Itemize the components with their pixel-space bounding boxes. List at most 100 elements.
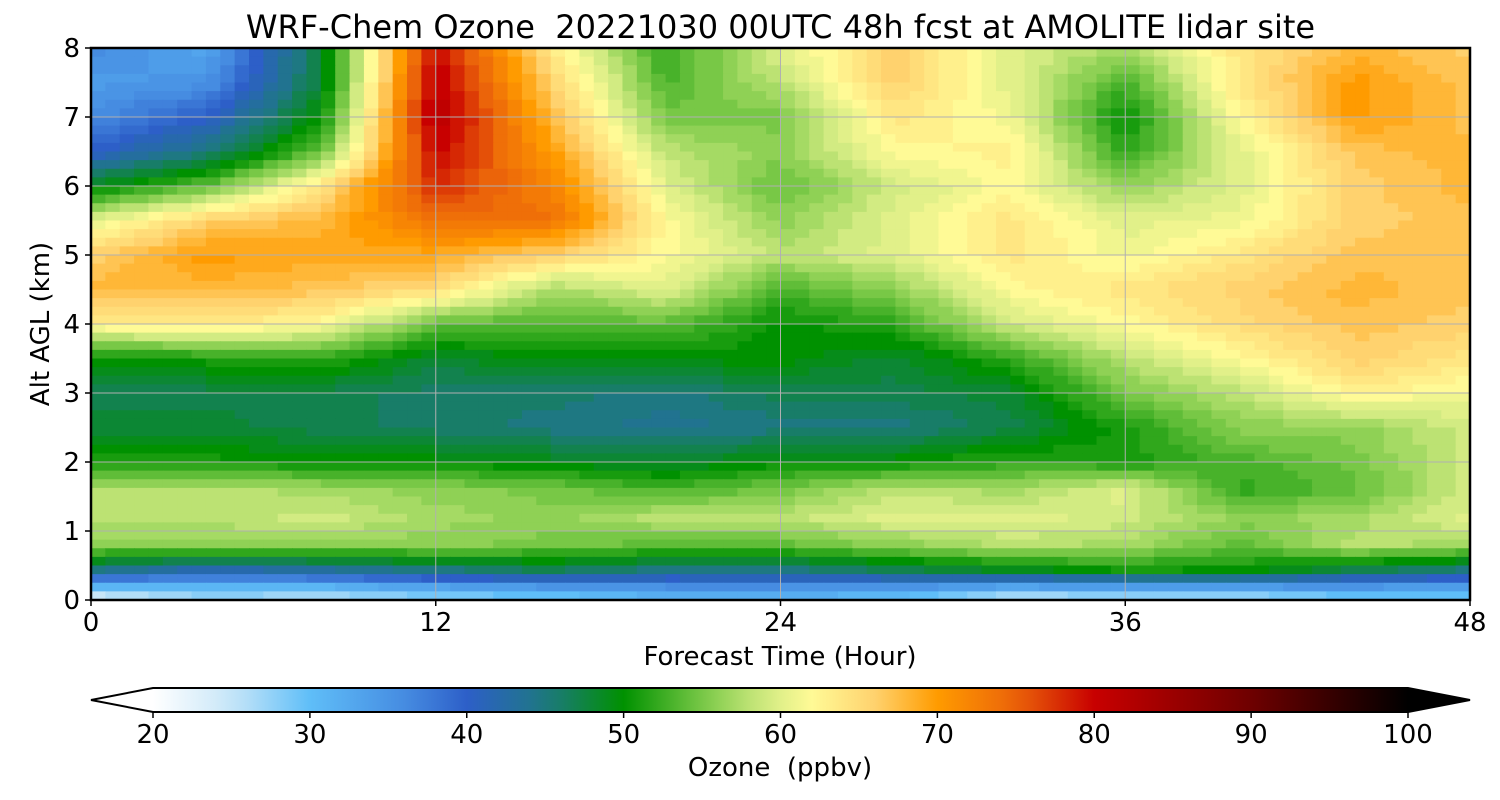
heatmap-cell — [780, 134, 796, 144]
heatmap-cell — [1240, 289, 1256, 299]
heatmap-cell — [794, 306, 810, 316]
heatmap-cell — [694, 349, 710, 360]
heatmap-cell — [1268, 91, 1284, 101]
heatmap-cell — [1125, 358, 1141, 368]
heatmap-cell — [593, 349, 609, 360]
heatmap-cell — [1197, 479, 1213, 489]
heatmap-cell — [1426, 108, 1442, 118]
heatmap-cell — [636, 203, 652, 213]
heatmap-cell — [1340, 462, 1356, 472]
heatmap-cell — [91, 211, 106, 222]
heatmap-cell — [1096, 151, 1112, 161]
heatmap-cell — [1441, 470, 1457, 480]
heatmap-cell — [1010, 444, 1026, 454]
heatmap-cell — [593, 168, 609, 178]
heatmap-cell — [392, 229, 408, 239]
heatmap-cell — [435, 401, 451, 411]
heatmap-cell — [1268, 358, 1284, 368]
heatmap-cell — [1082, 375, 1098, 385]
heatmap-cell — [1053, 298, 1069, 308]
heatmap-cell — [1355, 177, 1371, 187]
heatmap-cell — [1254, 332, 1270, 342]
heatmap-cell — [1010, 418, 1026, 429]
heatmap-cell — [679, 56, 695, 66]
heatmap-cell — [852, 487, 868, 498]
heatmap-cell — [435, 349, 451, 360]
heatmap-cell — [665, 56, 681, 66]
heatmap-cell — [91, 263, 106, 273]
heatmap-cell — [1340, 306, 1356, 316]
heatmap-cell — [981, 134, 997, 144]
heatmap-cell — [1383, 401, 1399, 411]
heatmap-cell — [1024, 220, 1040, 230]
heatmap-cell — [464, 65, 480, 75]
heatmap-cell — [91, 56, 106, 66]
heatmap-cell — [407, 306, 422, 316]
heatmap-cell — [220, 220, 236, 230]
heatmap-cell — [708, 479, 724, 489]
heatmap-cell — [909, 186, 925, 196]
heatmap-cell — [550, 186, 566, 196]
heatmap-cell — [1455, 99, 1471, 109]
heatmap-cell — [435, 462, 451, 472]
heatmap-cell — [622, 470, 638, 480]
heatmap-cell — [1455, 298, 1471, 308]
heatmap-cell — [1426, 289, 1442, 299]
heatmap-cell — [435, 358, 451, 368]
heatmap-cell — [766, 65, 782, 75]
heatmap-cell — [536, 272, 552, 282]
heatmap-cell — [1326, 151, 1342, 161]
heatmap-cell — [651, 142, 667, 153]
heatmap-cell — [1355, 444, 1371, 454]
heatmap-cell — [335, 125, 351, 135]
heatmap-cell — [1182, 306, 1198, 316]
heatmap-cell — [478, 99, 494, 109]
heatmap-cell — [1268, 56, 1284, 66]
heatmap-cell — [1268, 255, 1284, 265]
heatmap-cell — [622, 358, 638, 368]
heatmap-cell — [794, 91, 810, 101]
heatmap-cell — [450, 255, 466, 265]
heatmap-cell — [952, 401, 968, 411]
heatmap-cell — [177, 91, 193, 101]
heatmap-cell — [579, 367, 595, 377]
heatmap-cell — [450, 367, 466, 377]
heatmap-cell — [952, 289, 968, 299]
heatmap-cell — [823, 168, 839, 178]
heatmap-cell — [478, 211, 494, 222]
heatmap-cell — [464, 298, 480, 308]
heatmap-cell — [1369, 315, 1385, 325]
heatmap-cell — [565, 160, 580, 170]
heatmap-cell — [507, 168, 523, 178]
heatmap-cell — [1153, 375, 1169, 385]
heatmap-cell — [407, 315, 422, 325]
heatmap-cell — [277, 211, 293, 222]
heatmap-cell — [593, 142, 609, 153]
heatmap-cell — [723, 384, 738, 394]
heatmap-cell — [1369, 410, 1385, 420]
heatmap-cell — [1053, 453, 1069, 463]
heatmap-cell — [1053, 375, 1069, 385]
heatmap-cell — [651, 91, 667, 101]
heatmap-cell — [1039, 246, 1055, 256]
heatmap-cell — [1355, 65, 1371, 75]
heatmap-cell — [665, 367, 681, 377]
heatmap-cell — [823, 401, 839, 411]
heatmap-cell — [766, 48, 782, 58]
heatmap-cell — [852, 418, 868, 429]
heatmap-cell — [91, 246, 106, 256]
heatmap-cell — [1441, 220, 1457, 230]
heatmap-cell — [723, 332, 738, 342]
heatmap-cell — [651, 298, 667, 308]
heatmap-cell — [1254, 272, 1270, 282]
heatmap-cell — [622, 56, 638, 66]
heatmap-cell — [435, 289, 451, 299]
heatmap-cell — [895, 280, 911, 291]
heatmap-cell — [651, 358, 667, 368]
heatmap-cell — [995, 203, 1011, 213]
heatmap-cell — [952, 306, 968, 316]
heatmap-cell — [608, 375, 624, 385]
heatmap-cell — [1110, 151, 1126, 161]
heatmap-cell — [335, 487, 351, 498]
heatmap-cell — [277, 117, 293, 127]
